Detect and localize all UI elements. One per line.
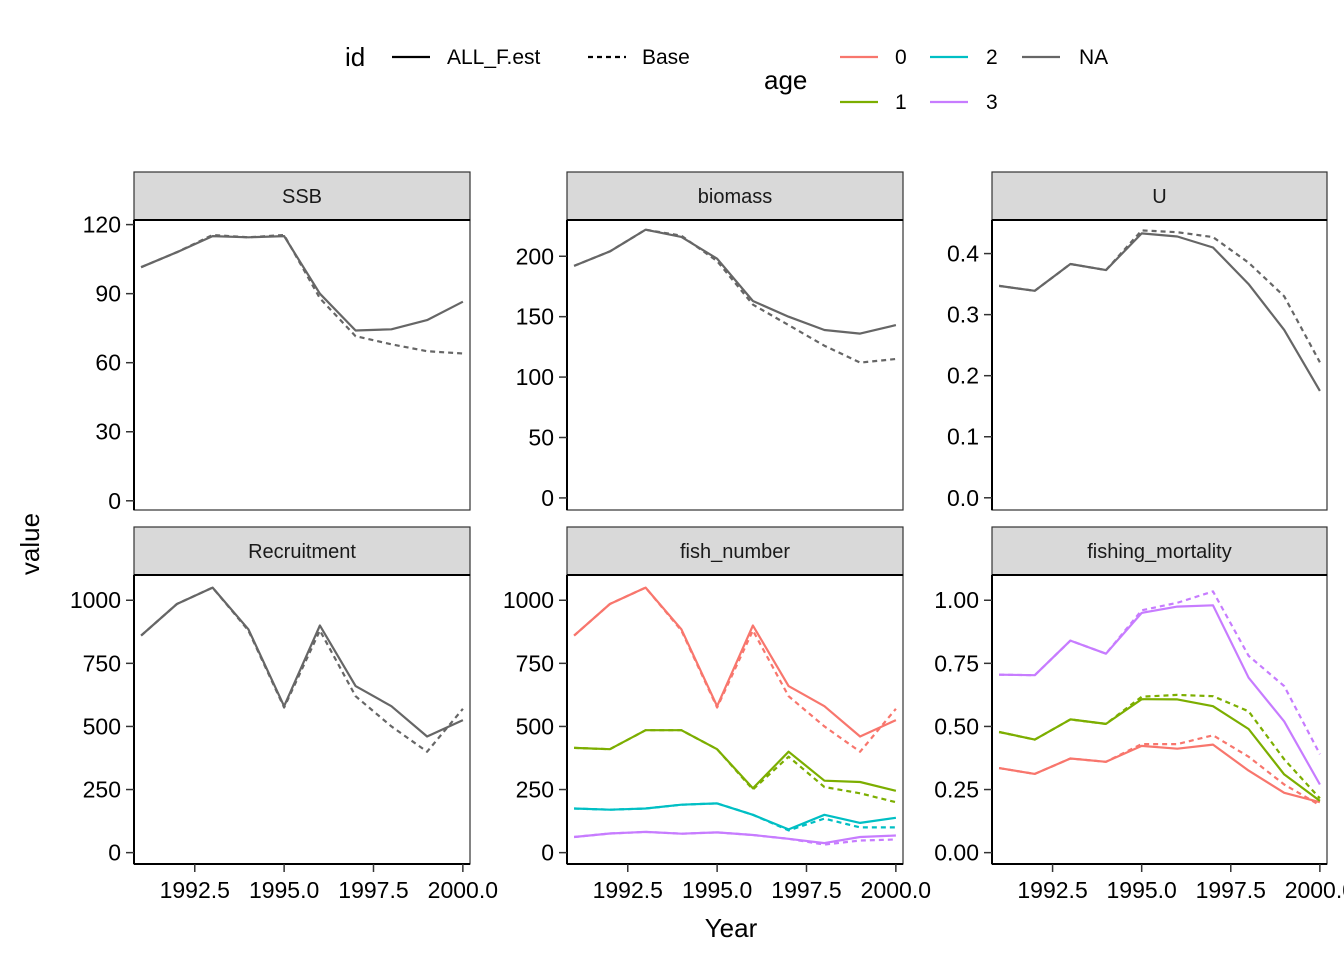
strip-fishing-mortality [991,526,1328,576]
legend-id-label-all-f-est: ALL_F.est [447,46,541,69]
strip-ssb [133,171,471,221]
panel-ssb: SSB 0 30 60 90 120 [83,171,471,514]
y-tick-label-recruitment: 500 [83,713,121,739]
y-tick-label-ssb: 0 [108,488,121,514]
y-tick-label-recruitment: 250 [83,777,121,803]
series-line-fish-number-base-age-2 [574,802,896,832]
panel-biomass: biomass 0 50 100 150 200 [516,171,904,511]
strip-fish-number [566,526,904,576]
panel-fishing-mortality: fishing_mortality 0.00 0.25 0.50 0.75 1.00 199… [934,526,1344,903]
y-tick-label-u: 0.1 [947,424,979,450]
legend-age-label-2: 2 [986,46,998,69]
strip-label-biomass: biomass [698,186,772,208]
x-tick-label-fishing-mortality: 1995.0 [1107,877,1177,903]
panel-recruitment: Recruitment 0 250 500 750 1000 1992.5 1995.0 199… [70,526,498,903]
y-tick-label-fishing-mortality: 0.50 [934,713,979,739]
panel-border-biomass [566,219,904,511]
legend-age-label-1: 1 [895,91,907,114]
strip-label-ssb: SSB [282,186,322,208]
x-tick-label-recruitment: 2000.0 [428,877,498,903]
strip-biomass [566,171,904,221]
x-tick-label-fishing-mortality: 2000.0 [1285,877,1344,903]
series-line-fishing-mortality-base-age-0 [998,734,1321,807]
legend-id-title: id [345,42,365,72]
y-tick-label-ssb: 30 [95,419,121,445]
y-tick-label-fishing-mortality: 1.00 [934,587,979,613]
facet-panels: SSB 0 30 60 90 120 biomass 0 50 100 150 200 U 0.0 0.1 0… [70,171,1344,903]
x-axis-title: Year [705,913,758,943]
y-axis-title: value [15,513,45,575]
y-tick-label-fishing-mortality: 0.25 [934,777,979,803]
x-tick-label-fishing-mortality: 1992.5 [1017,877,1087,903]
y-tick-label-fish-number: 500 [516,713,554,739]
y-tick-label-fish-number: 750 [516,650,554,676]
y-tick-label-fishing-mortality: 0.75 [934,650,979,676]
legend-age-title: age [764,65,807,95]
series-line-u-base-age-na [998,229,1321,363]
y-tick-label-recruitment: 1000 [70,587,121,613]
y-tick-label-biomass: 0 [541,485,554,511]
x-tick-label-recruitment: 1997.5 [338,877,408,903]
y-tick-label-recruitment: 750 [83,650,121,676]
x-tick-label-fishing-mortality: 1997.5 [1196,877,1266,903]
y-tick-label-ssb: 90 [95,281,121,307]
y-tick-label-ssb: 120 [83,212,121,238]
series-line-fish-number-base-age-1 [574,729,897,804]
x-tick-label-fish-number: 1997.5 [771,877,841,903]
strip-label-fishing-mortality: fishing_mortality [1087,541,1232,563]
y-tick-label-u: 0.2 [947,363,979,389]
series-line-fish-number-all-f-est-age-0 [573,586,897,738]
panel-border-recruitment [133,574,471,865]
strip-label-recruitment: Recruitment [248,541,356,563]
series-line-fish-number-all-f-est-age-2 [574,802,897,831]
series-line-fish-number-all-f-est-age-1 [574,729,897,792]
legend-age-label-na: NA [1079,46,1108,69]
y-tick-label-fish-number: 0 [541,840,554,866]
series-line-ssb-base-age-na [140,233,463,355]
x-tick-label-fish-number: 2000.0 [861,877,931,903]
y-tick-label-u: 0.0 [947,485,979,511]
y-tick-label-biomass: 200 [516,243,554,269]
series-line-recruitment-base-age-na [140,586,464,753]
x-tick-label-recruitment: 1995.0 [249,877,319,903]
y-tick-label-u: 0.4 [947,241,979,267]
y-tick-label-biomass: 50 [528,425,554,451]
x-tick-label-fish-number: 1992.5 [593,877,663,903]
y-tick-label-u: 0.3 [947,302,979,328]
series-line-biomass-base-age-na [573,228,897,364]
legend: id ALL_F.est Base age 0 2 NA 1 3 [345,42,1108,114]
series-line-recruitment-all-f-est-age-na [140,586,464,738]
strip-label-fish-number: fish_number [680,541,790,563]
strip-u [991,171,1328,221]
x-tick-label-recruitment: 1992.5 [160,877,230,903]
panel-border-fishing-mortality [991,574,1328,865]
series-line-u-all-f-est-age-na [998,232,1321,392]
series-line-ssb-all-f-est-age-na [140,235,464,332]
series-line-fishing-mortality-base-age-1 [998,693,1321,800]
legend-age-label-0: 0 [895,46,907,69]
strip-label-u: U [1152,186,1166,208]
series-line-fishing-mortality-base-age-3 [999,590,1321,755]
panel-border-u [991,219,1328,511]
series-line-fishing-mortality-all-f-est-age-3 [999,604,1321,786]
series-line-fishing-mortality-all-f-est-age-0 [998,743,1321,804]
series-line-fish-number-all-f-est-age-3 [573,830,896,845]
x-tick-label-fish-number: 1995.0 [682,877,752,903]
y-tick-label-ssb: 60 [95,350,121,376]
y-tick-label-fishing-mortality: 0.00 [934,840,979,866]
series-line-fish-number-base-age-0 [573,586,897,753]
legend-age-label-3: 3 [986,91,998,114]
y-tick-label-recruitment: 0 [108,840,121,866]
y-tick-label-biomass: 100 [516,364,554,390]
y-tick-label-biomass: 150 [516,304,554,330]
legend-id-label-base: Base [642,46,690,69]
strip-recruitment [133,526,471,576]
series-line-biomass-all-f-est-age-na [573,228,897,335]
panel-u: U 0.0 0.1 0.2 0.3 0.4 [947,171,1328,511]
panel-fish-number: fish_number 0 250 500 750 1000 1992.5 1995.0 199… [503,526,931,903]
y-tick-label-fish-number: 1000 [503,587,554,613]
y-tick-label-fish-number: 250 [516,777,554,803]
